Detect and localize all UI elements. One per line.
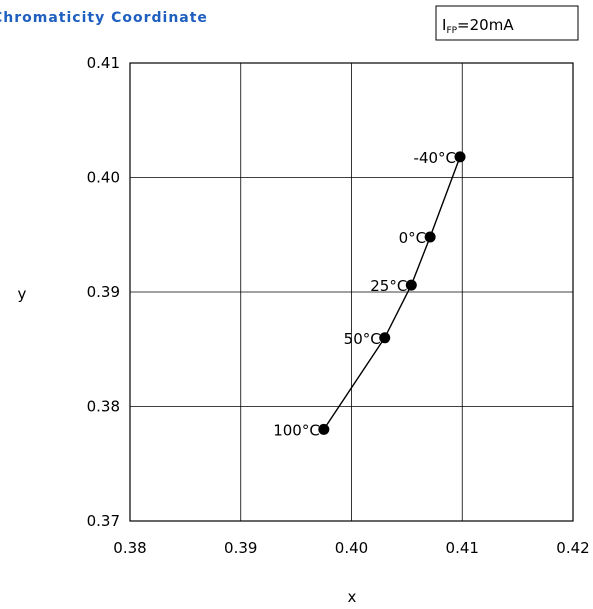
point-label: 100°C xyxy=(273,421,320,439)
condition-box: IFP=20mA xyxy=(435,5,579,41)
grid xyxy=(130,63,573,521)
y-tick-labels: 0.37 0.38 0.39 0.40 0.41 xyxy=(87,54,120,530)
y-tick-label: 0.41 xyxy=(87,54,120,72)
data-point xyxy=(379,332,391,344)
y-tick-label: 0.39 xyxy=(87,283,120,301)
data-point xyxy=(454,151,466,163)
x-tick-label: 0.41 xyxy=(446,539,479,557)
x-tick-label: 0.40 xyxy=(335,539,368,557)
point-label: -40°C xyxy=(414,149,456,167)
x-axis-label: x xyxy=(348,588,357,606)
y-axis-label: y xyxy=(18,285,27,303)
svg-text:IFP=20mA: IFP=20mA xyxy=(442,16,514,36)
point-label: 50°C xyxy=(344,330,381,348)
plot-border xyxy=(129,62,574,522)
y-tick-label: 0.40 xyxy=(87,169,120,187)
condition-value: =20mA xyxy=(457,16,514,34)
y-tick-label: 0.37 xyxy=(87,512,120,530)
condition-subscript: FP xyxy=(446,26,457,36)
plot-frame xyxy=(129,62,574,522)
point-labels: -40°C 0°C 25°C 50°C 100°C xyxy=(273,149,456,440)
data-point xyxy=(424,231,436,243)
x-tick-label: 0.38 xyxy=(113,539,146,557)
data-points xyxy=(318,151,466,435)
point-label: 25°C xyxy=(370,277,407,295)
x-tick-label: 0.39 xyxy=(224,539,257,557)
data-point xyxy=(318,423,330,435)
x-tick-labels: 0.38 0.39 0.40 0.41 0.42 xyxy=(113,539,589,557)
x-tick-label: 0.42 xyxy=(556,539,589,557)
point-label: 0°C xyxy=(399,229,427,247)
y-tick-label: 0.38 xyxy=(87,398,120,416)
data-point xyxy=(405,279,417,291)
chart-title: Chromaticity Coordinate xyxy=(0,10,208,26)
condition-symbol: I xyxy=(442,16,446,34)
